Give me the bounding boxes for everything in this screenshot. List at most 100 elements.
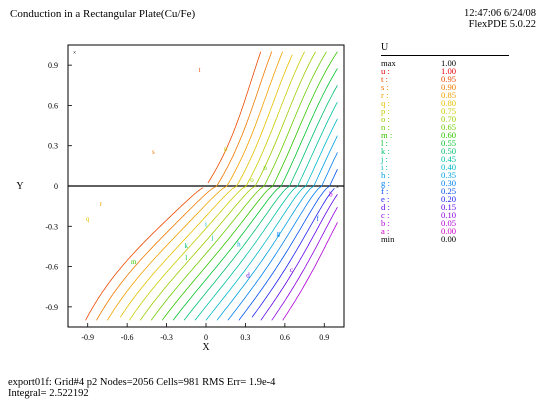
contour-line-l [172,68,338,321]
legend-rule [381,55,509,56]
contour-line-b [282,222,338,321]
legend-entry: a : 0.00 [381,226,511,236]
legend-value: 0.10 [441,210,457,220]
legend-value: 0.00 [441,226,457,236]
contour-label: j [211,234,214,242]
contour-label: p [224,145,228,153]
legend-entry: o : 0.70 [381,114,511,124]
x-tick-label: 0.9 [319,333,329,342]
legend-entry: k : 0.50 [381,146,511,156]
legend-entry: b : 0.05 [381,218,511,228]
legend-entry: l : 0.55 [381,138,511,148]
x-tick-label: 0.6 [280,333,290,342]
y-tick-label: 0.9 [48,61,58,70]
legend-value: 1.00 [441,58,457,68]
legend-label: o : [381,114,390,124]
legend-label: l : [381,138,388,148]
legend-label: r : [381,90,389,100]
legend-label: f : [381,186,389,196]
contour-label: i [205,220,207,228]
legend-value: 0.65 [441,122,457,132]
contour-line-f [238,169,338,321]
contour-line-m [161,51,338,321]
legend-value: 0.20 [441,194,457,204]
legend-entry: d : 0.15 [381,202,511,212]
contour-line-d [260,194,338,321]
legend-label: g : [381,178,390,188]
legend-label: h : [381,170,390,180]
contour-label: t [198,66,200,74]
contour-label: d [246,271,250,279]
legend-entry: s : 0.90 [381,82,511,92]
contour-label: h [237,240,241,248]
legend-value: 0.50 [441,146,457,156]
legend-title: U [381,42,389,53]
contour-line-t [85,51,262,321]
legend-label: t : [381,74,388,84]
contour-label: r [100,200,103,208]
y-tick-label: -0.3 [45,222,58,231]
y-tick-label: 0.3 [48,142,58,151]
legend-label: max [381,58,396,68]
legend-label: s : [381,82,389,92]
contour-line-e [251,188,335,318]
legend-value: 0.75 [441,106,457,116]
y-tick-label: -0.9 [45,303,58,312]
legend-entry: h : 0.35 [381,170,511,180]
legend-label: i : [381,162,388,172]
contour-label: m [131,258,137,266]
contour-label: c [290,266,293,274]
legend-entry: j : 0.45 [381,155,511,164]
legend-label: u : [381,66,390,76]
legend-value: 0.40 [441,162,457,172]
y-tick-label: 0 [54,182,58,191]
x-tick-label: 0.3 [240,333,250,342]
contour-label: f [317,215,320,223]
contour-label: s [152,148,155,156]
contour-label: k [185,242,189,250]
grid-stats: export01f: Grid#4 p2 Nodes=2056 Cells=98… [8,377,276,388]
legend-label: k : [381,146,390,156]
legend-label: e : [381,194,390,204]
contour-label: q [86,215,90,223]
legend-entry: q : 0.80 [381,98,511,108]
time-date: 12:47:06 6/24/08 [463,8,536,19]
version-label: FlexPDE 5.0.22 [468,19,536,30]
legend-entry: i : 0.40 [381,162,511,172]
legend-entry: p : 0.75 [381,106,511,116]
contour-label: b [329,191,333,199]
contour-line-g [227,152,338,321]
legend-label: n : [381,122,390,132]
contour-line-o [139,51,316,321]
legend-value: 0.00 [441,234,457,244]
legend-entry: m : 0.60 [381,130,511,140]
contour-label: g [277,230,281,238]
corner-marker: × [73,51,76,57]
contour-line-r [107,51,284,321]
legend-value: 0.05 [441,218,457,228]
contour-label: o [250,176,254,184]
legend-value: 0.60 [441,130,457,140]
legend-value: 0.15 [441,202,457,212]
legend-entry: u : 1.00 [381,66,511,76]
contour-line-k [183,85,338,321]
legend-entry: c : 0.10 [381,210,511,220]
contour-line-n [150,51,327,321]
y-axis-label: Y [16,181,23,192]
legend-entry: t : 0.95 [381,74,511,84]
x-tick-label: -0.9 [81,333,94,342]
legend-label: b : [381,218,390,228]
legend-label: a : [381,226,390,236]
x-tick-label: 0 [204,333,208,342]
legend-value: 0.55 [441,138,457,148]
legend-entry: n : 0.65 [381,122,511,132]
y-tick-label: 0.6 [48,101,58,110]
legend-entry: f : 0.25 [381,186,511,196]
legend-value: 0.35 [441,170,457,180]
legend-value: 0.85 [441,90,457,100]
contour-line-p [128,51,305,321]
footer-info: export01f: Grid#4 p2 Nodes=2056 Cells=98… [8,377,275,399]
legend-value: 0.80 [441,98,457,108]
contour-line-s [96,51,273,321]
legend-value: 0.90 [441,82,457,92]
